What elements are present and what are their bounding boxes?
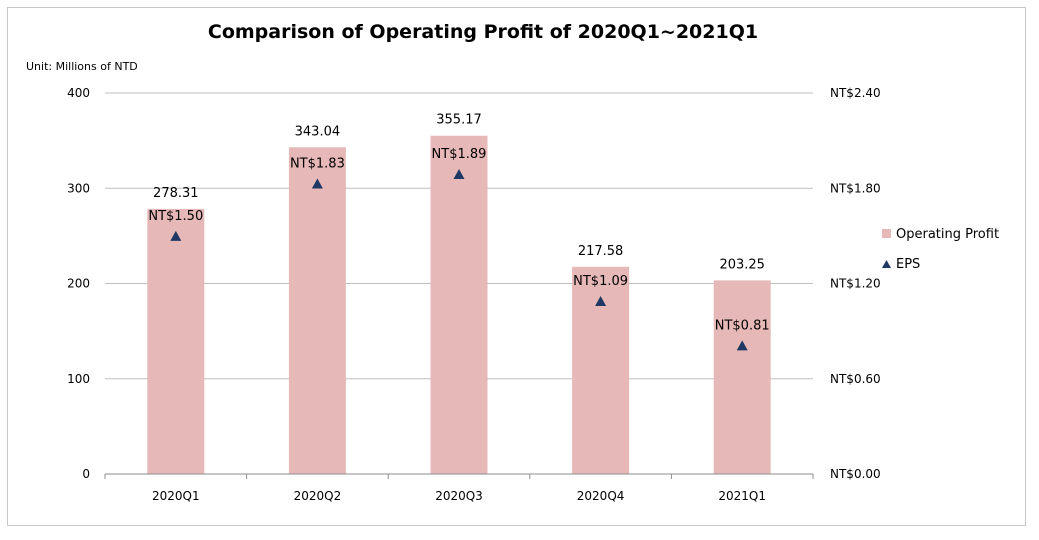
y-left-tick-label: 100 [67,372,90,386]
data-labels: 278.31 NT$1.50 343.04 NT$1.83 355.17 NT$1.89 2… [148,113,769,334]
bar-2020Q3 [430,135,488,475]
x-tick-label: 2020Q2 [294,489,342,503]
bar-2021Q1 [713,280,771,474]
eps-data-label: NT$1.09 [573,274,628,289]
unit-label: Unit: Millions of NTD [26,60,138,73]
bar-data-label: 278.31 [153,186,199,201]
x-tick-label: 2020Q3 [435,489,483,503]
eps-series [170,168,748,351]
legend-swatch-eps [882,260,891,268]
chart-title: Comparison of Operating Profit of 2020Q1… [208,21,758,43]
y-right-tick-label: NT$0.60 [830,372,881,386]
y-left-tick-label: 200 [67,277,90,291]
eps-marker-2020Q3 [453,168,465,179]
eps-data-label: NT$0.81 [715,318,770,333]
axes: 0 NT$0.00 100 NT$0.60 200 NT$1.20 300 NT$1.80 40… [67,86,881,503]
eps-marker-2020Q1 [170,230,182,241]
y-left-tick-label: 400 [67,86,90,100]
legend-label-operating-profit: Operating Profit [896,227,999,242]
eps-marker-2021Q1 [736,340,748,351]
eps-marker-2020Q4 [595,295,607,306]
y-right-tick-label: NT$0.00 [830,467,881,481]
eps-marker-2020Q2 [311,178,323,189]
bar-data-label: 217.58 [578,244,624,259]
bar-2020Q2 [288,147,346,474]
bar-data-label: 203.25 [719,257,765,272]
bar-data-label: 343.04 [295,124,341,139]
legend: Operating Profit EPS [882,227,999,272]
x-tick-label: 2021Q1 [718,489,766,503]
y-left-tick-label: 300 [67,181,90,195]
y-right-tick-label: NT$2.40 [830,86,881,100]
y-left-tick-label: 0 [82,467,90,481]
y-right-tick-label: NT$1.80 [830,181,881,195]
eps-data-label: NT$1.83 [290,156,345,171]
bar-data-label: 355.17 [436,113,482,128]
bar-series [147,135,771,475]
legend-swatch-operating-profit [882,229,891,238]
eps-data-label: NT$1.89 [432,147,487,162]
eps-data-label: NT$1.50 [148,209,203,224]
legend-label-eps: EPS [896,257,920,272]
y-right-tick-label: NT$1.20 [830,277,881,291]
x-tick-label: 2020Q4 [577,489,625,503]
x-tick-label: 2020Q1 [152,489,200,503]
bar-2020Q1 [147,208,205,474]
